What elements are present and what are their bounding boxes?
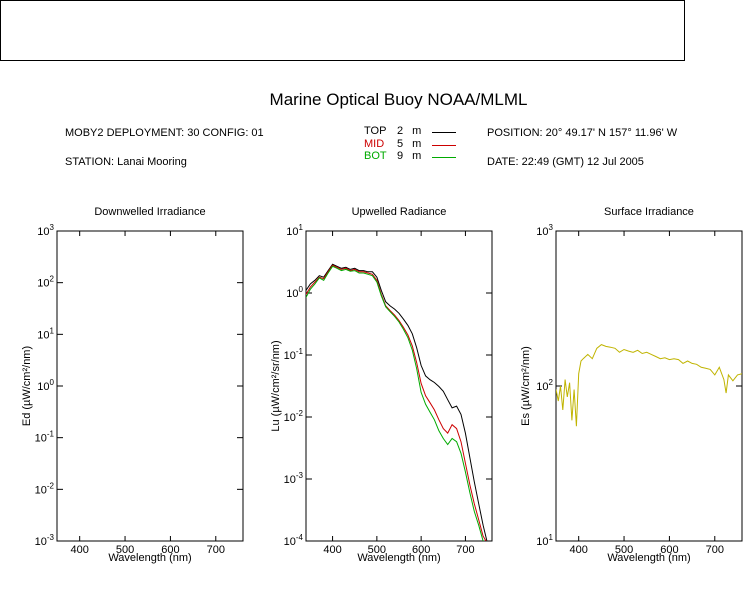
y-tick-label: 102 xyxy=(37,275,54,290)
legend-label: MID xyxy=(364,138,385,150)
x-tick-label: 400 xyxy=(570,544,588,556)
y-tick-label: 100 xyxy=(37,378,54,393)
legend-unit: m xyxy=(412,138,422,150)
x-tick-label: 600 xyxy=(660,544,678,556)
main-title: Marine Optical Buoy NOAA/MLML xyxy=(269,90,528,109)
x-axis-label: Wavelength (nm) xyxy=(108,552,191,564)
y-tick-label: 102 xyxy=(536,378,553,393)
legend-unit: m xyxy=(412,150,422,162)
x-tick-label: 500 xyxy=(116,544,134,556)
chart-title: Upwelled Radiance xyxy=(352,206,447,218)
y-tick-label: 100 xyxy=(286,285,303,300)
legend-label: BOT xyxy=(364,150,387,162)
y-tick-label: 10-4 xyxy=(284,533,304,548)
y-axis-label: Lu (µW/cm²/sr/nm) xyxy=(270,340,282,431)
x-tick-label: 400 xyxy=(323,544,341,556)
legend-unit: m xyxy=(412,125,422,137)
y-tick-label: 10-3 xyxy=(35,533,55,548)
y-tick-label: 10-3 xyxy=(284,471,304,486)
series-line-bot xyxy=(306,265,485,541)
x-tick-label: 700 xyxy=(456,544,474,556)
plot-frame xyxy=(305,230,493,542)
chart-panel-1: Upwelled Radiance 400 500 600 700 Wavelength … xyxy=(270,206,493,564)
y-tick-label: 101 xyxy=(37,326,54,341)
y-tick-label: 103 xyxy=(536,223,553,238)
y-tick-label: 101 xyxy=(286,223,303,238)
series-line-top xyxy=(306,263,488,541)
y-tick-label: 10-1 xyxy=(35,430,55,445)
legend-item-mid: MID 5 m xyxy=(364,138,421,150)
info-box xyxy=(0,0,685,61)
deployment-text: MOBY2 DEPLOYMENT: 30 CONFIG: 01 xyxy=(65,127,264,139)
chart-title: Downwelled Irradiance xyxy=(94,206,205,218)
plot-frame xyxy=(56,230,244,542)
chart-panel-2: Surface Irradiance 400 500 600 700 Wavelength… xyxy=(520,206,743,564)
series-line-es xyxy=(556,344,742,427)
x-tick-label: 700 xyxy=(207,544,225,556)
y-tick-label: 10-2 xyxy=(284,409,304,424)
x-tick-label: 600 xyxy=(412,544,430,556)
y-axis-label: Es (µW/cm²/nm) xyxy=(520,346,532,426)
legend-line-top xyxy=(432,132,456,133)
legend-depth: 5 xyxy=(397,138,404,150)
legend-item-bot: BOT 9 m xyxy=(364,150,421,162)
legend-depth: 9 xyxy=(397,150,404,162)
x-axis-label: Wavelength (nm) xyxy=(607,552,690,564)
position-text: POSITION: 20° 49.17' N 157° 11.96' W xyxy=(487,127,678,139)
date-text: DATE: 22:49 (GMT) 12 Jul 2005 xyxy=(487,156,644,168)
legend-label: TOP xyxy=(364,125,387,137)
x-tick-label: 400 xyxy=(71,544,89,556)
chart-panel-0: Downwelled Irradiance 400 500 600 700 Wavelen… xyxy=(21,206,244,564)
y-tick-label: 103 xyxy=(37,223,54,238)
legend-line-bot xyxy=(432,157,456,158)
y-tick-label: 10-1 xyxy=(284,347,304,362)
station-text: STATION: Lanai Mooring xyxy=(65,156,187,168)
legend-line-mid xyxy=(432,145,456,146)
x-tick-label: 700 xyxy=(706,544,724,556)
chart-title: Surface Irradiance xyxy=(604,206,694,218)
x-tick-label: 500 xyxy=(615,544,633,556)
x-tick-label: 600 xyxy=(161,544,179,556)
x-axis-label: Wavelength (nm) xyxy=(357,552,440,564)
legend-item-top: TOP 2 m xyxy=(364,125,421,137)
plot-frame xyxy=(555,230,743,542)
x-tick-label: 500 xyxy=(368,544,386,556)
y-tick-label: 101 xyxy=(536,533,553,548)
series-line-mid xyxy=(306,264,487,541)
legend-depth: 2 xyxy=(397,125,404,137)
y-axis-label: Ed (µW/cm²/nm) xyxy=(21,346,33,426)
y-tick-label: 10-2 xyxy=(35,481,55,496)
